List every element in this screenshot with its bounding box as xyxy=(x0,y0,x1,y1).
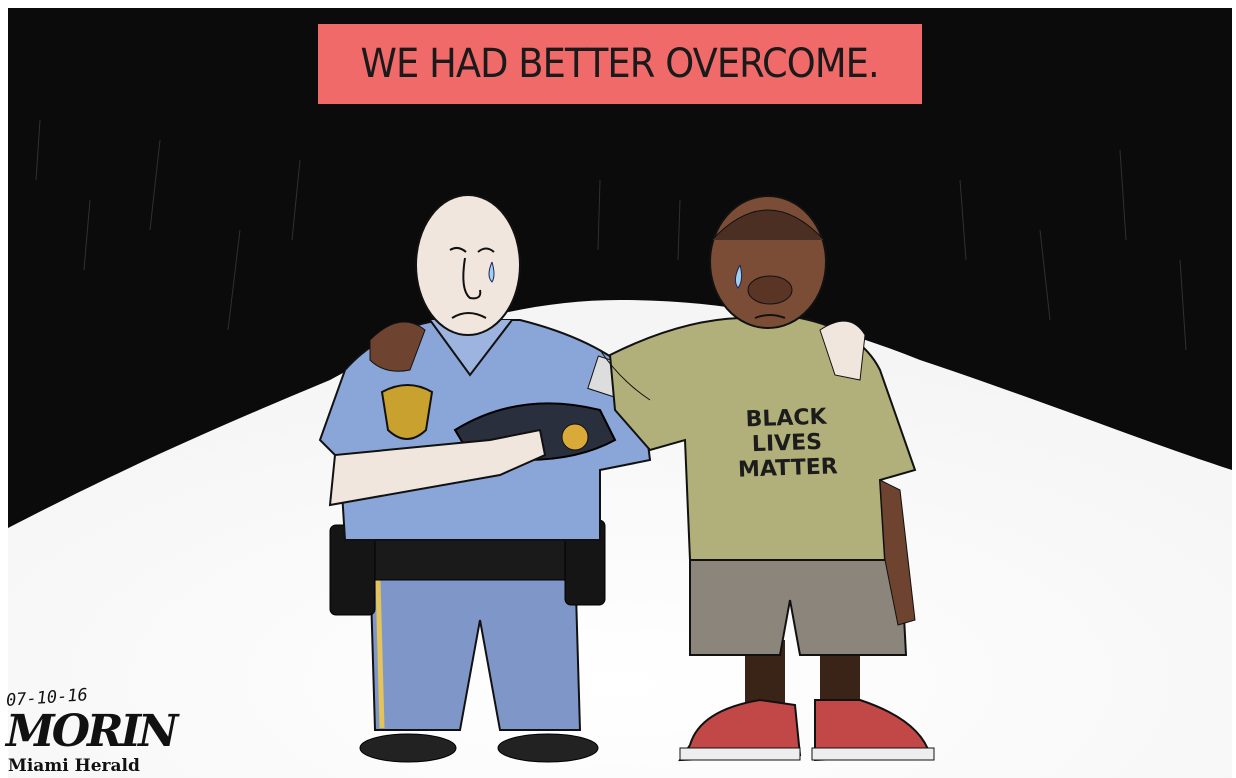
left-sneaker xyxy=(678,698,802,762)
officer-hand-on-boy xyxy=(819,320,866,381)
artist-signature: MORIN xyxy=(6,706,178,757)
caption-text: WE HAD BETTER OVERCOME. xyxy=(360,41,880,87)
spotlight xyxy=(8,300,1232,778)
officer-right-shoe xyxy=(497,733,599,763)
boy-hand-on-officer xyxy=(369,321,426,372)
officer-head xyxy=(415,194,521,336)
scratch-strokes xyxy=(35,119,1187,351)
shirt-line-3: MATTER xyxy=(737,454,839,483)
publication-name: Miami Herald xyxy=(8,756,140,776)
caption-banner: WE HAD BETTER OVERCOME. xyxy=(318,24,922,104)
young-man xyxy=(599,195,935,762)
officer-left-shoe xyxy=(359,733,457,763)
shirt-slogan: BLACK LIVES MATTER xyxy=(711,403,864,483)
badge-icon xyxy=(380,384,434,440)
